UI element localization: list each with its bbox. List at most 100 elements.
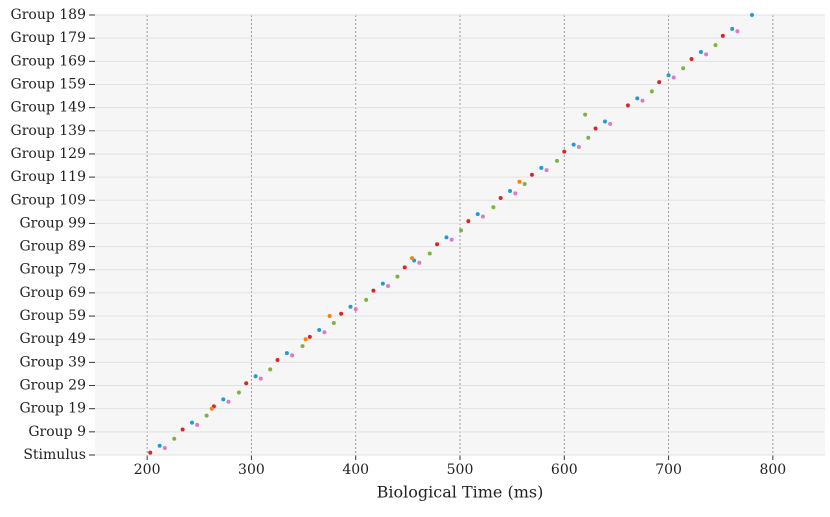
point <box>508 189 513 193</box>
point <box>209 406 214 411</box>
x-tick-label: 300 <box>238 462 265 478</box>
point <box>172 436 177 441</box>
point <box>689 57 694 61</box>
point <box>608 121 613 126</box>
point <box>427 251 432 256</box>
point <box>157 443 162 448</box>
point <box>322 330 327 335</box>
point <box>593 126 598 131</box>
point <box>364 297 369 302</box>
point <box>698 50 703 55</box>
y-tick-label: Stimulus <box>23 447 86 463</box>
point <box>640 98 645 103</box>
point <box>268 367 273 372</box>
point <box>522 182 527 187</box>
point <box>562 149 567 154</box>
point <box>148 450 153 455</box>
point <box>353 307 358 312</box>
point <box>195 422 200 427</box>
point <box>386 283 391 288</box>
point <box>284 351 289 356</box>
point <box>657 80 662 85</box>
point <box>466 219 471 224</box>
point <box>544 168 549 173</box>
point <box>444 235 449 240</box>
point <box>300 344 305 349</box>
point <box>226 399 231 404</box>
point <box>331 321 336 325</box>
y-tick-label: Group 129 <box>11 146 86 162</box>
point <box>244 381 249 386</box>
point <box>307 334 312 339</box>
x-tick-label: 400 <box>342 462 369 478</box>
point <box>410 256 415 261</box>
point <box>635 96 640 101</box>
point <box>571 142 576 147</box>
point <box>539 165 544 170</box>
point <box>586 135 591 140</box>
point <box>189 420 194 425</box>
point <box>681 66 686 71</box>
y-tick-label: Group 189 <box>11 7 86 23</box>
point <box>649 89 654 94</box>
y-tick-label: Group 19 <box>19 401 86 417</box>
y-tick-label: Group 99 <box>19 215 86 231</box>
point <box>480 214 485 219</box>
x-tick-label: 600 <box>551 462 578 478</box>
y-tick-label: Group 79 <box>19 262 86 278</box>
x-tick-label: 200 <box>134 462 161 478</box>
point <box>204 413 209 418</box>
point <box>491 205 496 210</box>
point <box>317 327 322 332</box>
point <box>290 353 295 358</box>
x-tick-label: 800 <box>759 462 786 478</box>
y-tick-label: Group 29 <box>19 378 86 394</box>
y-tick-label: Group 89 <box>19 239 86 255</box>
x-tick-label: 700 <box>655 462 682 478</box>
y-tick-label: Group 9 <box>28 424 86 440</box>
point <box>529 172 534 177</box>
x-axis-label: Biological Time (ms) <box>377 483 544 502</box>
point <box>625 103 630 108</box>
y-tick-label: Group 119 <box>11 169 86 185</box>
point <box>720 33 725 38</box>
point <box>602 119 607 124</box>
point <box>348 304 353 309</box>
point <box>666 73 671 78</box>
point <box>371 288 376 293</box>
y-tick-label: Group 169 <box>11 53 86 69</box>
point <box>275 358 280 363</box>
point <box>730 26 735 31</box>
point <box>380 281 385 286</box>
point <box>583 112 588 117</box>
point <box>671 75 676 80</box>
x-tick-label: 500 <box>447 462 474 478</box>
point <box>704 52 709 57</box>
point <box>750 13 754 17</box>
point <box>253 374 258 379</box>
point <box>475 212 480 217</box>
point <box>554 158 559 163</box>
y-tick-label: Group 49 <box>19 331 86 347</box>
y-tick-label: Group 109 <box>11 192 86 208</box>
point <box>449 237 454 242</box>
y-tick-label: Group 149 <box>11 100 86 116</box>
point <box>339 311 344 316</box>
point <box>498 195 503 200</box>
point <box>417 260 422 265</box>
point <box>162 446 167 451</box>
point <box>180 427 185 432</box>
point <box>713 43 718 48</box>
y-tick-label: Group 179 <box>11 30 86 46</box>
point <box>459 228 464 233</box>
point <box>735 29 740 34</box>
point <box>517 179 522 184</box>
point <box>395 274 400 279</box>
point <box>236 390 241 395</box>
point <box>221 397 226 402</box>
y-tick-label: Group 159 <box>11 76 86 92</box>
point <box>435 242 440 247</box>
y-tick-label: Group 39 <box>19 354 86 370</box>
point <box>513 191 518 196</box>
